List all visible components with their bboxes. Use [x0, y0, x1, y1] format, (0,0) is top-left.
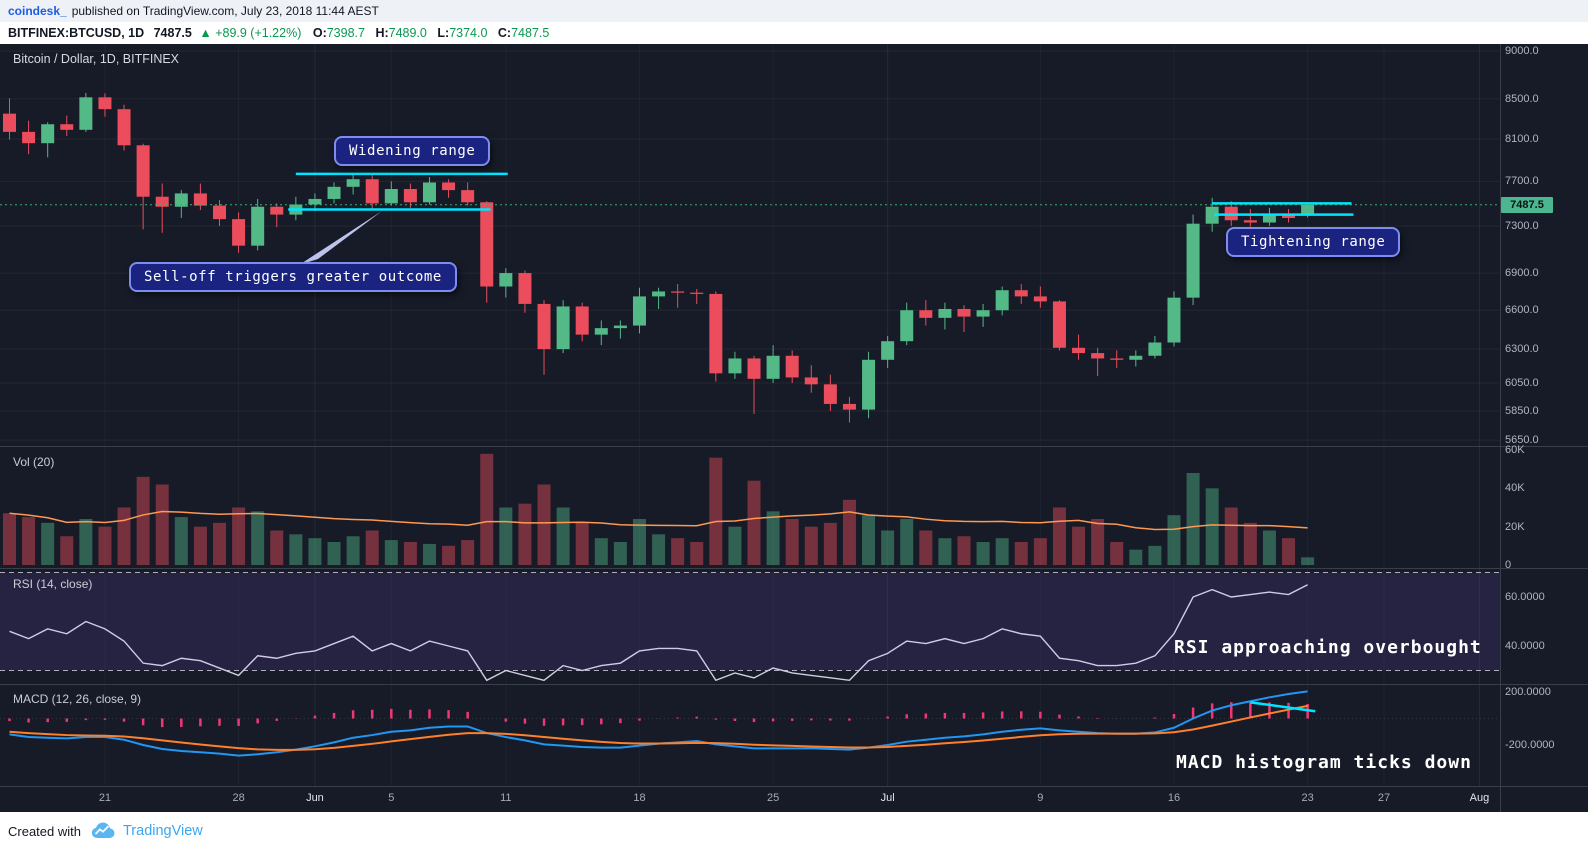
time-axis-label: 23: [1301, 792, 1314, 804]
open-label: O:: [312, 26, 327, 40]
axis-label: 5650.0: [1505, 434, 1539, 447]
axis-label: 7700.0: [1505, 175, 1539, 188]
time-axis-label: Aug: [1469, 792, 1490, 804]
axis-label: 6900.0: [1505, 267, 1539, 280]
tradingview-brand-link[interactable]: TradingView: [122, 823, 203, 839]
publish-info: published on TradingView.com, July 23, 2…: [71, 4, 379, 18]
axis-label: -200.0000: [1505, 739, 1555, 751]
axis-label: 40.0000: [1505, 640, 1545, 652]
publish-bar: coindesk_ published on TradingView.com, J…: [0, 0, 1588, 22]
axis-label: 6300.0: [1505, 343, 1539, 356]
axis-label: 5850.0: [1505, 405, 1539, 418]
legend-volume[interactable]: Vol (20): [13, 455, 55, 469]
time-axis-label: 27: [1377, 792, 1391, 804]
axis-label: 20K: [1505, 520, 1525, 533]
time-axis-label: 28: [232, 792, 245, 804]
close-label: C:: [497, 26, 512, 40]
footer-bar: Created with TradingView: [0, 812, 1588, 850]
axis-label: 60K: [1505, 443, 1525, 456]
annotation-selloff-callout[interactable]: Sell-off triggers greater outcome: [129, 262, 457, 292]
current-price-tag: 7487.5: [1501, 196, 1553, 213]
axis-label: 6600.0: [1505, 304, 1539, 317]
axis-label: 40K: [1505, 482, 1525, 495]
axis-label: 6050.0: [1505, 376, 1539, 389]
author-link[interactable]: coindesk_: [8, 4, 67, 18]
annotation-rsi-note[interactable]: RSI approaching overbought: [1174, 637, 1482, 658]
time-axis-label: Jul: [880, 792, 895, 804]
time-axis-label: 11: [500, 792, 512, 804]
symbol-bar: BITFINEX:BTCUSD, 1D 7487.5 ▲ +89.9 (+1.2…: [0, 22, 1588, 44]
low-value: 7374.0: [449, 26, 488, 40]
axis-label: 200.0000: [1505, 686, 1551, 698]
time-axis-label: Jun: [306, 792, 324, 804]
close-value: 7487.5: [511, 26, 550, 40]
time-axis-label: 9: [1037, 792, 1044, 804]
price-change: +89.9 (+1.22%): [215, 26, 302, 40]
time-axis[interactable]: 21 28 Jun 5 11 18 25 Jul 9 16 23 27 Aug: [0, 792, 1500, 810]
high-label: H:: [375, 26, 389, 40]
axis-label: 60.0000: [1505, 591, 1545, 603]
annotation-widening-range[interactable]: Widening range: [334, 136, 491, 166]
axis-label: 8500.0: [1505, 92, 1539, 105]
legend-main-series[interactable]: Bitcoin / Dollar, 1D, BITFINEX: [13, 52, 180, 66]
time-axis-label: 21: [98, 792, 112, 804]
time-axis-label: 16: [1167, 792, 1181, 804]
annotation-tightening-range[interactable]: Tightening range: [1226, 227, 1401, 257]
axis-label: 7300.0: [1505, 219, 1539, 232]
open-value: 7398.7: [326, 26, 365, 40]
up-triangle-icon: ▲: [199, 26, 212, 40]
time-axis-label: 25: [766, 792, 780, 804]
symbol-title[interactable]: BITFINEX:BTCUSD, 1D: [8, 26, 145, 40]
annotation-macd-note[interactable]: MACD histogram ticks down: [1176, 752, 1472, 773]
tradingview-logo-icon: [91, 822, 115, 839]
high-value: 7489.0: [388, 26, 427, 40]
last-price-value: 7487.5: [153, 26, 192, 40]
price-axis[interactable]: 9000.0 8500.0 8100.0 7700.0 7300.0 6900.0 6600…: [0, 0, 1588, 812]
axis-label: 9000.0: [1505, 45, 1539, 57]
axis-label: 8100.0: [1505, 133, 1539, 146]
axis-label: 0: [1505, 559, 1512, 571]
low-label: L:: [437, 26, 450, 40]
created-with-label: Created with: [8, 823, 81, 839]
ohlc-readout: O:7398.7 H:7489.0 L:7374.0 C:7487.5: [313, 26, 557, 40]
time-axis-label: 5: [388, 792, 395, 804]
time-axis-label: 18: [633, 792, 646, 804]
